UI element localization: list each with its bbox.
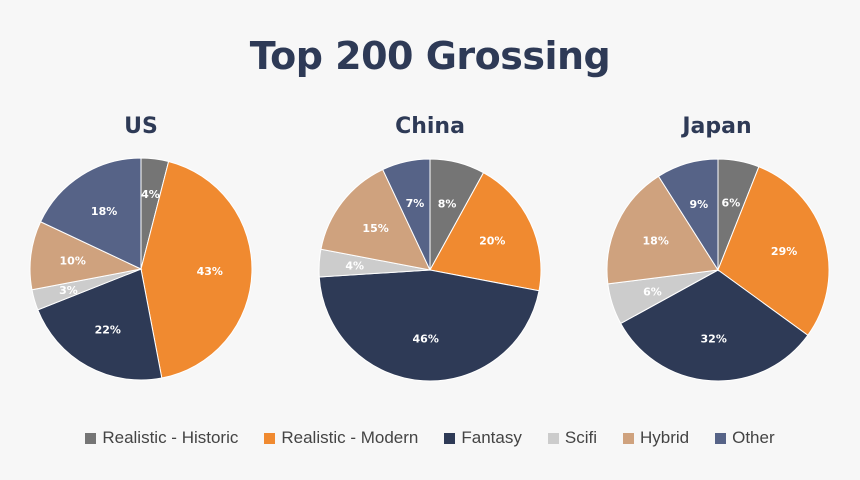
legend-label: Fantasy (461, 428, 522, 447)
pie-slice-us-realistic-modern (140, 160, 253, 379)
pie-label-japan-realistic-historic: 6% (722, 196, 741, 209)
legend-label: Other (732, 428, 775, 447)
pie-label-us-hybrid: 10% (60, 254, 86, 267)
legend-swatch (715, 432, 727, 444)
pie-us: 4% 43% 22% 3% 10% 18% (29, 157, 253, 381)
legend-swatch (85, 432, 97, 444)
legend-label: Realistic - Modern (281, 428, 419, 447)
pie-slice-japan-other (657, 158, 719, 272)
pie-slice-china-fantasy (318, 269, 540, 382)
pie-china: 8% 20% 46% 4% 15% 7% (318, 158, 542, 382)
pie-label-china-scifi: 4% (345, 259, 364, 272)
chart-title-china: China (395, 114, 465, 139)
legend-swatch (547, 432, 559, 444)
pie-label-japan-other: 9% (689, 198, 708, 211)
chart-title-us: US (124, 114, 158, 139)
pie-label-japan-hybrid: 18% (643, 235, 669, 248)
pie-slice-china-other (382, 158, 431, 271)
pie-label-china-fantasy: 46% (413, 333, 439, 346)
pie-label-china-other: 7% (406, 197, 425, 210)
legend: Realistic - Historic Realistic - Modern … (0, 428, 860, 448)
pie-slice-china-hybrid (320, 168, 431, 271)
legend-label: Scifi (564, 428, 597, 447)
legend-item-other: Other (715, 428, 775, 448)
legend-label: Realistic - Historic (102, 428, 239, 447)
pie-label-us-scifi: 3% (59, 284, 78, 297)
legend-label: Hybrid (639, 428, 690, 447)
pie-japan: 6% 29% 32% 6% 18% 9% (606, 158, 830, 382)
page-title: Top 200 Grossing (249, 34, 611, 78)
pie-label-us-realistic-modern: 43% (197, 265, 223, 278)
pie-slice-china-realistic-modern (429, 172, 542, 292)
pie-label-china-realistic-historic: 8% (438, 197, 457, 210)
pie-label-us-realistic-historic: 4% (141, 188, 160, 201)
pie-label-us-other: 18% (91, 205, 117, 218)
legend-item-realistic-historic: Realistic - Historic (85, 428, 238, 448)
pie-label-china-hybrid: 15% (362, 222, 388, 235)
pie-label-japan-scifi: 6% (643, 285, 662, 298)
legend-swatch (622, 432, 634, 444)
legend-item-fantasy: Fantasy (444, 428, 522, 448)
pie-slice-japan-realistic-modern (717, 166, 830, 336)
pie-slice-japan-hybrid (606, 175, 719, 285)
pie-label-china-realistic-modern: 20% (479, 235, 505, 248)
legend-item-realistic-modern: Realistic - Modern (264, 428, 418, 448)
pie-label-japan-realistic-modern: 29% (771, 245, 797, 258)
pie-slice-us-fantasy (37, 268, 163, 381)
pie-label-us-fantasy: 22% (95, 323, 121, 336)
pie-slice-japan-fantasy (620, 269, 809, 382)
legend-item-scifi: Scifi (547, 428, 597, 448)
pie-slice-us-other (39, 157, 142, 270)
legend-swatch (444, 432, 456, 444)
chart-title-japan: Japan (682, 114, 752, 139)
pie-label-japan-fantasy: 32% (701, 333, 727, 346)
legend-item-hybrid: Hybrid (622, 428, 690, 448)
legend-swatch (264, 432, 276, 444)
